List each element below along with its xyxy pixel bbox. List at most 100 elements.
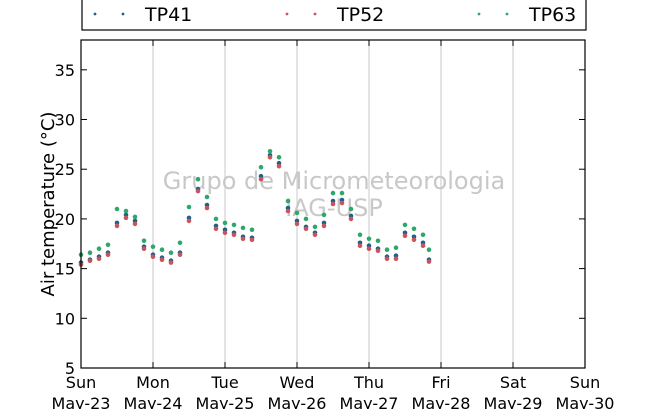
x-tick-label-day: Sun xyxy=(570,373,600,392)
y-tick-label: 25 xyxy=(55,160,75,179)
data-point xyxy=(141,238,147,244)
legend-marker-tp52-a xyxy=(285,12,289,16)
y-tick-label: 30 xyxy=(55,111,75,130)
data-point xyxy=(204,205,210,211)
data-point xyxy=(150,244,156,249)
legend: TP41 TP52 TP63 xyxy=(81,0,587,31)
legend-entry-tp52: TP52 xyxy=(285,4,384,26)
data-point xyxy=(348,216,354,222)
data-point xyxy=(159,247,165,252)
data-point xyxy=(105,242,111,248)
x-tick-label-date: May-28 xyxy=(412,394,471,409)
data-point xyxy=(186,218,192,224)
data-point xyxy=(384,247,390,252)
data-point xyxy=(213,216,219,222)
data-point xyxy=(276,163,282,169)
data-point xyxy=(114,223,120,229)
data-point xyxy=(195,188,201,194)
data-point xyxy=(150,254,156,259)
data-points xyxy=(78,149,432,267)
watermark-line-1: Grupo de Micrometeorologia xyxy=(163,167,505,195)
data-point xyxy=(312,224,318,230)
data-point xyxy=(357,232,363,238)
data-point xyxy=(411,226,417,232)
series-tp52 xyxy=(78,155,432,267)
data-point xyxy=(114,206,120,212)
series-tp63 xyxy=(78,149,432,257)
legend-entry-tp41: TP41 xyxy=(93,4,192,26)
data-point xyxy=(420,243,426,248)
data-point xyxy=(222,230,228,236)
data-point xyxy=(258,176,264,182)
data-point xyxy=(222,220,228,226)
data-point xyxy=(267,149,273,154)
data-point xyxy=(330,190,336,196)
data-point xyxy=(426,259,432,264)
data-point xyxy=(285,198,291,204)
legend-frame xyxy=(81,0,587,31)
legend-marker-tp41-a xyxy=(93,12,97,16)
data-point xyxy=(321,223,327,229)
data-point xyxy=(186,204,192,210)
x-tick-label-date: May-29 xyxy=(484,394,543,409)
data-point xyxy=(123,215,129,221)
data-point xyxy=(132,221,138,227)
data-point xyxy=(330,201,336,207)
y-axis: 5 10 15 20 25 30 35 xyxy=(55,61,585,378)
x-tick-label-date: May-26 xyxy=(268,394,327,409)
legend-marker-tp63-b xyxy=(505,12,509,16)
data-point xyxy=(357,243,363,248)
x-tick-label-date: May-25 xyxy=(196,394,255,409)
data-point xyxy=(366,246,372,251)
legend-label-tp63: TP63 xyxy=(528,4,576,26)
data-point xyxy=(294,221,300,227)
data-point xyxy=(168,260,174,265)
data-point xyxy=(177,252,183,257)
data-point xyxy=(132,214,138,220)
data-point xyxy=(195,176,201,182)
legend-marker-tp52-b xyxy=(313,12,317,16)
data-point xyxy=(402,222,408,228)
x-tick-label-day: Tue xyxy=(210,373,238,392)
x-tick-label-date: May-30 xyxy=(556,394,615,409)
data-point xyxy=(426,247,432,252)
data-point xyxy=(420,232,426,238)
x-tick-label-day: Thu xyxy=(353,373,384,392)
x-tick-label-day: Sat xyxy=(500,373,526,392)
data-point xyxy=(366,236,372,242)
data-point xyxy=(240,225,246,231)
x-axis: Sun May-23 Mon May-24 Tue May-25 Wed May-26 Thu M… xyxy=(52,40,615,409)
data-point xyxy=(321,212,327,218)
data-point xyxy=(375,238,381,244)
data-point xyxy=(96,256,102,262)
data-point xyxy=(168,250,174,255)
x-tick-label-day: Wed xyxy=(280,373,315,392)
data-point xyxy=(303,216,309,222)
y-axis-label: Air temperature (°C) xyxy=(38,112,59,297)
y-tick-label: 15 xyxy=(55,260,75,279)
data-point xyxy=(231,222,237,228)
data-point xyxy=(141,246,147,251)
legend-marker-tp41-b xyxy=(121,12,125,16)
data-point xyxy=(105,252,111,257)
x-tick-label-day: Fri xyxy=(431,373,450,392)
data-point xyxy=(87,258,93,264)
data-point xyxy=(123,208,129,214)
y-tick-label: 20 xyxy=(55,210,75,229)
grid-lines xyxy=(152,40,514,368)
data-point xyxy=(375,248,381,253)
x-tick-label-date: May-23 xyxy=(52,394,111,409)
data-point xyxy=(177,240,183,246)
data-point xyxy=(339,190,345,196)
data-point xyxy=(303,226,309,232)
x-tick-label-day: Mon xyxy=(136,373,170,392)
data-point xyxy=(285,208,291,214)
data-point xyxy=(384,256,390,262)
legend-marker-tp63-a xyxy=(477,12,481,16)
watermark-line-2: IAG-USP xyxy=(285,194,383,222)
legend-label-tp52: TP52 xyxy=(336,4,384,26)
data-point xyxy=(96,246,102,251)
y-tick-label: 35 xyxy=(55,61,75,80)
watermark: Grupo de Micrometeorologia IAG-USP xyxy=(163,167,505,222)
